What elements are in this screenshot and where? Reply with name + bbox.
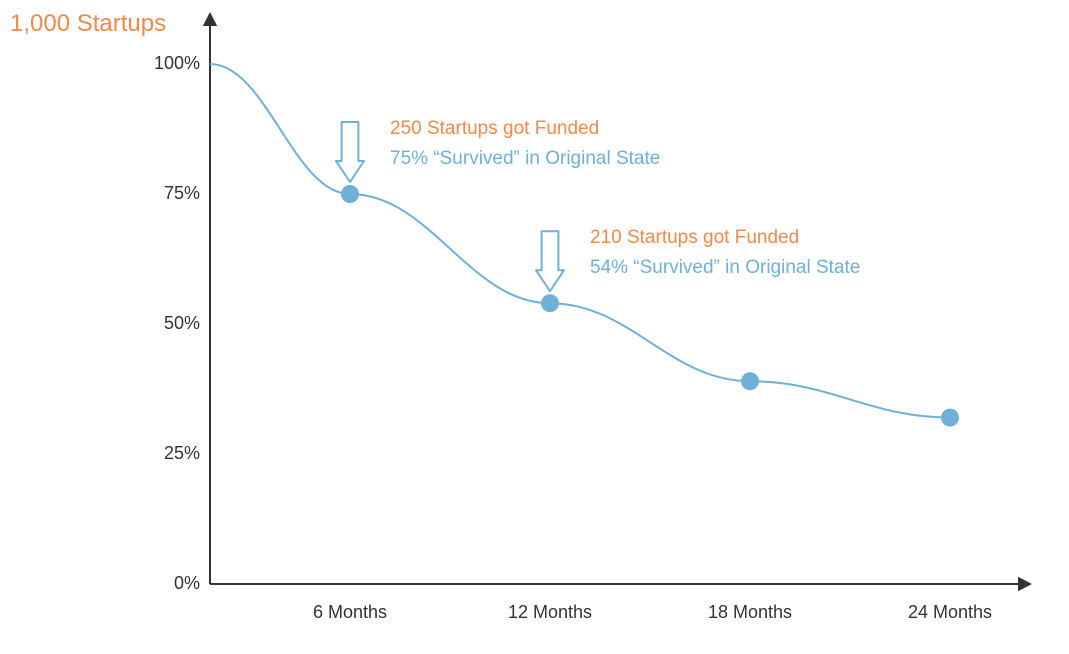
y-tick-label: 50% (140, 313, 200, 334)
ann-12mo-line-1: 54% “Survived” in Original State (590, 257, 860, 279)
y-tick-label: 25% (140, 443, 200, 464)
x-tick-label: 6 Months (290, 602, 410, 623)
ann-6mo-line-0: 250 Startups got Funded (390, 118, 599, 140)
y-tick-label: 75% (140, 183, 200, 204)
x-tick-label: 24 Months (890, 602, 1010, 623)
y-tick-label: 0% (140, 573, 200, 594)
y-tick-label: 100% (140, 53, 200, 74)
x-tick-label: 12 Months (490, 602, 610, 623)
ann-6mo-line-1: 75% “Survived” in Original State (390, 148, 660, 170)
ann-12mo-line-0: 210 Startups got Funded (590, 227, 799, 249)
x-tick-label: 18 Months (690, 602, 810, 623)
